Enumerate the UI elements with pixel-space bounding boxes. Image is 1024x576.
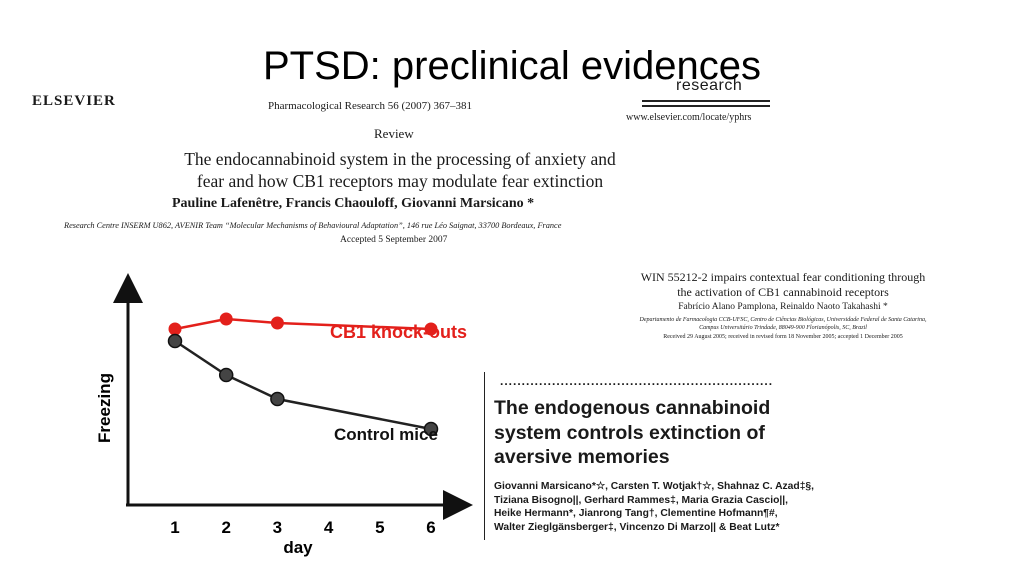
paper3-author-line: Tiziana Bisogno||, Gerhard Rammes‡, Mari… <box>494 494 789 506</box>
paper2-title-line: WIN 55212-2 impairs contextual fear cond… <box>640 270 926 284</box>
paper1-authors: Pauline Lafenêtre, Francis Chaouloff, Gi… <box>172 196 535 211</box>
paper2-affiliation: Departamento de Farmacologia CCB-UFSC, C… <box>598 316 968 332</box>
paper3-title-line: system controls extinction of <box>494 421 765 444</box>
paper2-affil-line: Departamento de Farmacologia CCB-UFSC, C… <box>639 317 927 323</box>
y-axis-label: Freezing <box>95 373 114 443</box>
paper3-authors: Giovanni Marsicano*☆, Carsten T. Wotjak†… <box>494 480 914 534</box>
paper3-author-line: Heike Hermann*, Jianrong Tang†, Clementi… <box>494 508 778 519</box>
paper3-title-line: The endogenous cannabinoid <box>494 397 771 419</box>
data-point-0-0 <box>168 322 182 336</box>
paper3-author-line: Giovanni Marsicano*☆, Carsten T. Wotjak†… <box>494 481 815 492</box>
x-tick-label: 2 <box>221 518 230 537</box>
data-point-1-2 <box>270 391 285 407</box>
paper2-title-line: the activation of CB1 cannabinoid recept… <box>677 285 889 299</box>
paper2-authors: Fabrício Alano Pamplona, Reinaldo Naoto … <box>678 302 888 312</box>
data-point-1-3 <box>423 421 439 437</box>
data-point-1-1 <box>218 367 234 383</box>
paper2-affil-line: Campus Universitário Trindade, 88049-900… <box>699 325 867 331</box>
paper3-author-line: Walter Zieglgänsberger‡, Vincenzo Di Mar… <box>494 521 780 533</box>
paper1-title: The endocannabinoid system in the proces… <box>100 148 700 192</box>
publisher-logo: ELSEVIER <box>32 93 116 109</box>
series-group <box>167 312 439 437</box>
data-point-1-0 <box>167 333 183 349</box>
slide-title: PTSD: preclinical evidences <box>263 44 761 88</box>
data-point-0-3 <box>424 322 438 336</box>
series-label-control: Control mice <box>334 425 438 444</box>
article-type: Review <box>374 126 414 141</box>
paper1-affiliation: Research Centre INSERM U862, AVENIR Team… <box>64 221 562 230</box>
paper3-dotted-rule: ........................................… <box>500 374 774 388</box>
paper2-title: WIN 55212-2 impairs contextual fear cond… <box>598 270 968 300</box>
paper1-title-line: fear and how CB1 receptors may modulate … <box>196 171 604 191</box>
x-axis-label: day <box>283 538 313 557</box>
x-tick-label: 4 <box>324 518 334 537</box>
x-tick-labels: 1 2 3 4 5 6 <box>170 518 435 537</box>
paper3-title: The endogenous cannabinoid system contro… <box>494 396 770 470</box>
paper2-received: Received 29 August 2005; received in rev… <box>663 334 903 340</box>
journal-citation: Pharmacological Research 56 (2007) 367–3… <box>268 100 473 112</box>
series-line-1 <box>174 339 432 431</box>
x-tick-label: 6 <box>426 518 435 537</box>
paper1-title-line: The endocannabinoid system in the proces… <box>184 149 616 169</box>
x-tick-label: 5 <box>375 518 384 537</box>
data-point-0-2 <box>270 316 284 330</box>
journal-logo-rules <box>642 100 770 110</box>
data-point-0-1 <box>219 312 233 326</box>
x-tick-label: 3 <box>273 518 282 537</box>
series-label-cb1: CB1 knock-outs <box>330 322 467 342</box>
journal-logo-text: research <box>676 77 743 94</box>
paper3-border <box>484 372 915 540</box>
paper3-title-line: aversive memories <box>494 446 670 468</box>
series-line-0 <box>174 317 432 331</box>
journal-url: www.elsevier.com/locate/yphrs <box>626 112 752 123</box>
paper1-accepted: Accepted 5 September 2007 <box>340 235 448 245</box>
x-tick-label: 1 <box>170 518 179 537</box>
